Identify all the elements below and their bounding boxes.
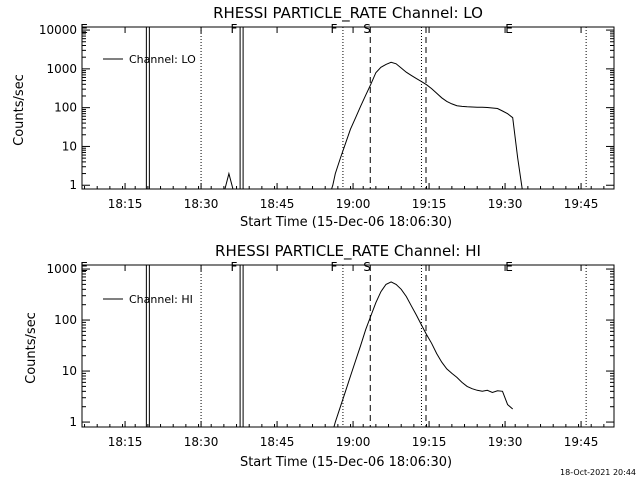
panel-lo-xtick-label: 18:30	[184, 197, 219, 211]
panel-lo-title: RHESSI PARTICLE_RATE Channel: LO	[213, 4, 483, 23]
panel-lo-xtick-label: 19:45	[564, 197, 599, 211]
panel-lo-marker-s: S	[363, 22, 371, 36]
panel-hi-marker-e: E	[505, 260, 513, 274]
panel-hi-xtick-label: 18:30	[184, 435, 219, 449]
panel-hi-ytick-label: 10	[62, 364, 77, 378]
panel-hi-frame	[81, 264, 615, 428]
panel-lo-marker-e: E	[80, 22, 88, 36]
panel-hi-legend: Channel: HI	[103, 293, 193, 306]
panel-hi-xtick-label: 19:00	[336, 435, 371, 449]
panel-lo-ytick-label: 1000	[46, 62, 77, 76]
panel-lo-marker-f: F	[231, 22, 238, 36]
panel-lo-ytick-label: 10000	[39, 23, 77, 37]
panel-lo-ytick-label: 1	[69, 178, 77, 192]
panel-hi-xlabel: Start Time (15-Dec-06 18:06:30)	[240, 455, 452, 470]
panel-lo-legend-label: Channel: LO	[129, 53, 196, 66]
panel-hi-marker-s: S	[363, 260, 371, 274]
panel-hi-xtick-label: 19:15	[412, 435, 447, 449]
panel-hi-series-line	[333, 281, 514, 427]
panel-lo-xtick-label: 19:00	[336, 197, 371, 211]
panel-lo-ytick-label: 100	[54, 101, 77, 115]
panel-lo-legend: Channel: LO	[103, 53, 196, 66]
panel-lo-series-line	[224, 61, 523, 189]
panel-hi-xtick-label: 19:30	[488, 435, 523, 449]
panel-hi-marker-f: F	[331, 260, 338, 274]
panel-hi-ticks: 18:15 18:30 18:45 19:00 19:15 19:30 19:45 1 10 10…	[46, 262, 614, 449]
panel-lo: RHESSI PARTICLE_RATE Channel: LO Counts/…	[12, 4, 615, 230]
panel-hi-legend-label: Channel: HI	[129, 293, 193, 306]
panel-lo-xtick-label: 18:45	[260, 197, 295, 211]
panel-lo-ticks: 18:15 18:30 18:45 19:00 19:15 19:30 19:45 1 10 10…	[39, 23, 614, 211]
panel-hi-xtick-label: 19:45	[564, 435, 599, 449]
panel-hi: RHESSI PARTICLE_RATE Channel: HI Counts/…	[24, 242, 615, 470]
panel-lo-marker-f: F	[331, 22, 338, 36]
panel-lo-xlabel: Start Time (15-Dec-06 18:06:30)	[240, 215, 452, 230]
panel-hi-title: RHESSI PARTICLE_RATE Channel: HI	[215, 242, 481, 261]
footer-timestamp: 18-Oct-2021 20:44	[560, 468, 636, 477]
panel-lo-xtick-label: 19:30	[488, 197, 523, 211]
panel-lo-marker-e: E	[505, 22, 513, 36]
panel-hi-ylabel: Counts/sec	[24, 312, 39, 384]
panel-lo-ytick-label: 10	[62, 139, 77, 153]
panel-hi-marker-e: E	[80, 260, 88, 274]
panel-hi-ytick-label: 1	[69, 415, 77, 429]
panel-lo-xtick-label: 19:15	[412, 197, 447, 211]
panel-hi-xtick-label: 18:45	[260, 435, 295, 449]
panel-hi-ytick-label: 1000	[46, 262, 77, 276]
panel-lo-ylabel: Counts/sec	[12, 74, 27, 146]
panel-hi-marker-f: F	[231, 260, 238, 274]
panel-lo-xtick-label: 18:15	[108, 197, 143, 211]
panel-hi-xtick-label: 18:15	[108, 435, 143, 449]
panel-hi-ytick-label: 100	[54, 313, 77, 327]
